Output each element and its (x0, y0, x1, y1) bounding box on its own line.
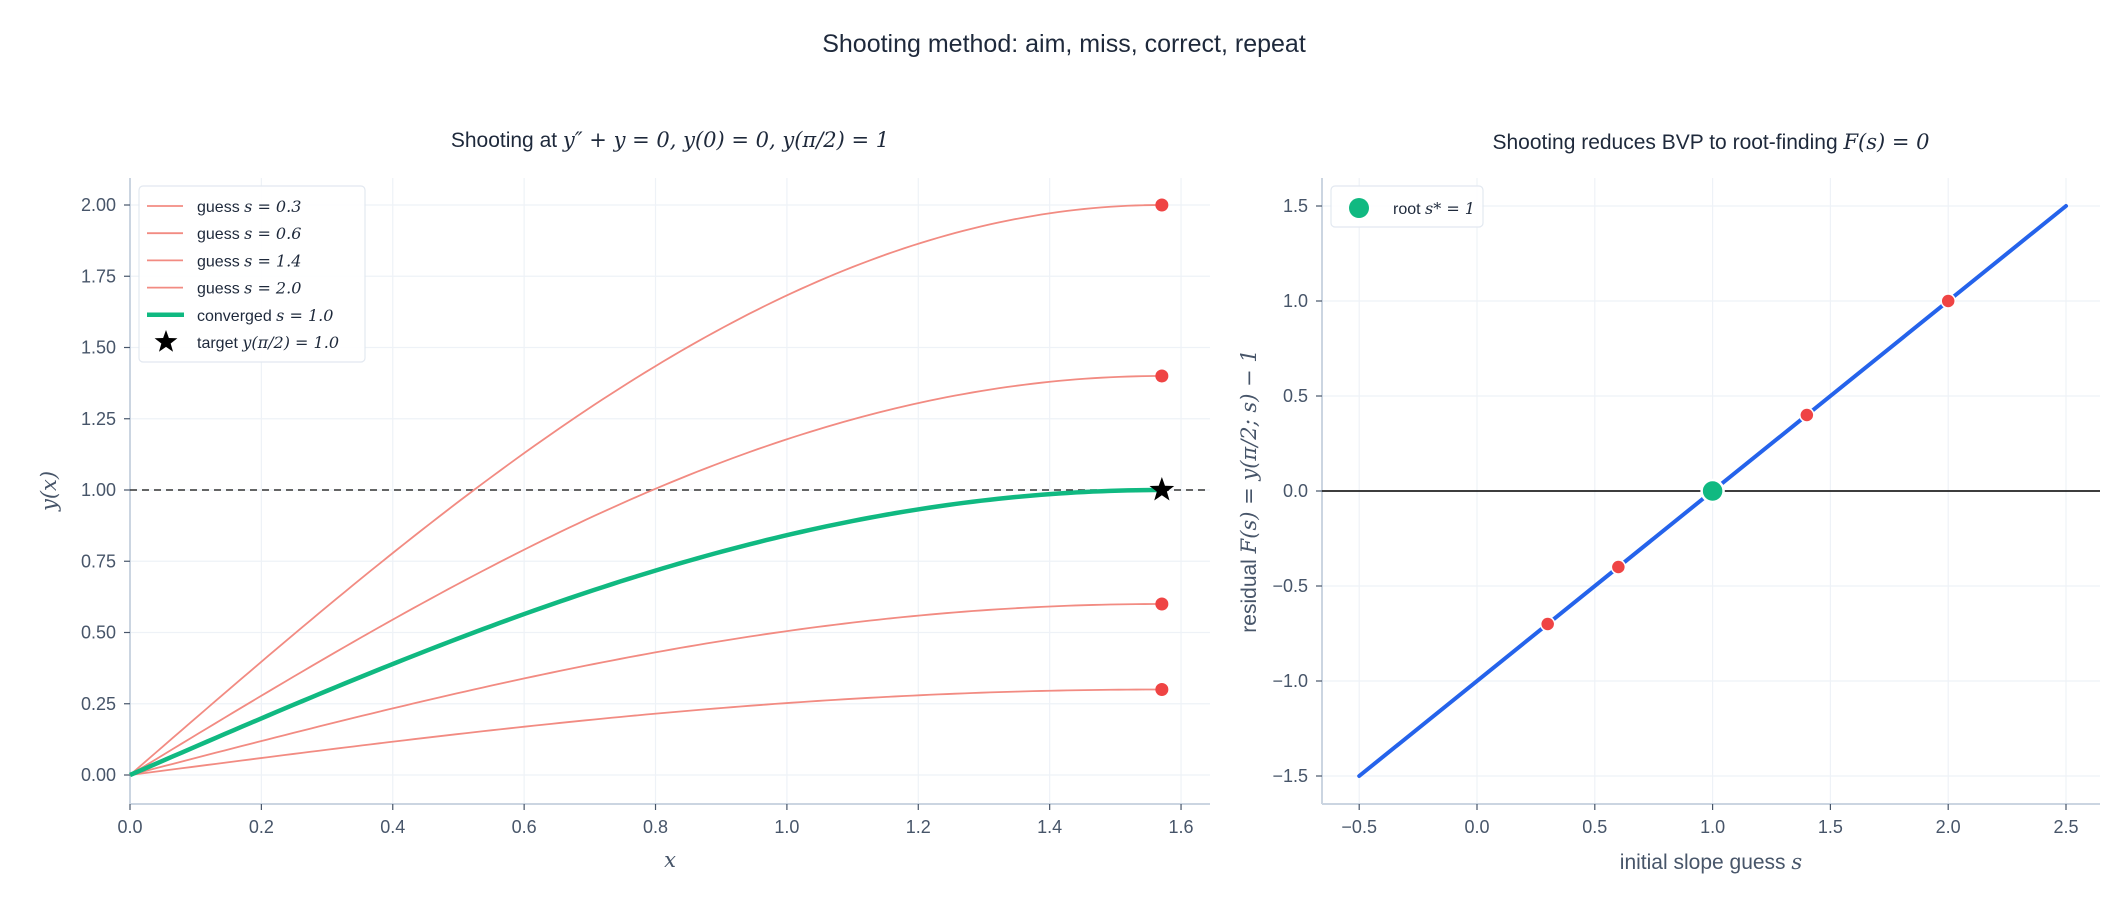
left-x-tick-label: 1.4 (1037, 817, 1062, 837)
residual-guess-marker (1610, 559, 1627, 575)
right-y-axis-label: residual F(s) = y(π/2; s) − 1 (1237, 349, 1261, 632)
left-x-tick-label: 0.4 (380, 817, 405, 837)
guess-curve (129, 204, 1162, 776)
right-plot: −0.5 0.0 0.5 1.0 1.5 2.0 2.5 −1.5 −1.0 −0.5 0.0 0.5… (1237, 130, 2100, 874)
guess-curve (129, 603, 1162, 776)
guess-curve (129, 688, 1162, 776)
right-y-tick-label: 0.0 (1283, 481, 1308, 501)
right-x-tick-label: 0.0 (1464, 817, 1489, 837)
left-x-tick-label: 0.0 (117, 817, 142, 837)
left-x-tick-label: 1.6 (1169, 817, 1194, 837)
left-y-tick-label: 1.50 (81, 338, 116, 358)
legend-item-label: guess s = 2.0 (197, 279, 301, 298)
right-x-tick-label: 1.0 (1700, 817, 1725, 837)
right-x-tick-label: 2.0 (1936, 817, 1961, 837)
left-y-tick-label: 1.25 (81, 409, 116, 429)
residual-guess-marker (1940, 293, 1956, 309)
left-plot-title: Shooting at y″ + y = 0, y(0) = 0, y(π/2)… (451, 128, 889, 152)
left-x-tick-label: 0.2 (249, 817, 274, 837)
guess-curve (129, 375, 1162, 776)
right-y-tick-label: −1.0 (1272, 671, 1308, 691)
guess-endpoint-marker (1155, 198, 1169, 212)
right-y-tick-label: −1.5 (1272, 766, 1308, 786)
residual-guess-marker (1539, 616, 1556, 632)
right-x-tick-label: 0.5 (1582, 817, 1607, 837)
right-x-tick-label: 1.5 (1818, 817, 1843, 837)
guess-endpoint-marker (1155, 369, 1169, 383)
left-x-axis-label: x (664, 848, 676, 872)
left-y-axis-label: y(x) (37, 471, 61, 512)
right-y-tick-label: 1.0 (1283, 291, 1308, 311)
guess-endpoint-marker (1155, 683, 1169, 696)
left-y-tick-label: 0.00 (81, 765, 116, 785)
right-x-axis-label: initial slope guess s (1620, 850, 1803, 874)
right-y-tick-label: 1.5 (1283, 196, 1308, 216)
left-y-tick-label: 2.00 (81, 195, 116, 215)
left-legend: guess s = 0.3 guess s = 0.6 guess s = 1.4 g… (138, 185, 366, 363)
legend-item-label: guess s = 0.6 (197, 224, 301, 243)
root-marker (1700, 478, 1725, 504)
left-y-tick-label: 1.00 (81, 480, 116, 500)
left-y-tick-label: 0.50 (81, 623, 116, 643)
left-y-tick-label: 0.25 (81, 694, 116, 714)
right-x-tick-label: −0.5 (1341, 817, 1377, 837)
legend-root-icon (1349, 198, 1369, 218)
legend-item-label: guess s = 1.4 (197, 251, 301, 270)
converged-curve (129, 487, 1162, 778)
residual-guess-marker (1799, 407, 1815, 423)
left-x-tick-label: 1.2 (906, 817, 931, 837)
legend-star-icon (154, 330, 178, 352)
left-plot: 0.0 0.2 0.4 0.6 0.8 1.0 1.2 1.4 1.6 0.00 0.25 0.50 0… (37, 128, 1210, 872)
right-x-tick-label: 2.5 (2053, 817, 2078, 837)
right-plot-title: Shooting reduces BVP to root-finding F(s… (1492, 130, 1929, 154)
left-y-tick-label: 1.75 (81, 266, 116, 286)
right-legend: root s* = 1 (1330, 185, 1484, 228)
right-y-tick-label: 0.5 (1283, 386, 1308, 406)
legend-item-label: root s* = 1 (1393, 199, 1475, 218)
left-x-tick-label: 0.6 (512, 817, 537, 837)
legend-item-label: target y(π/2) = 1.0 (197, 333, 339, 352)
right-y-tick-label: −0.5 (1272, 576, 1308, 596)
figure-title: Shooting method: aim, miss, correct, rep… (822, 30, 1306, 58)
left-x-tick-label: 1.0 (774, 817, 799, 837)
legend-item-label: guess s = 0.3 (197, 197, 301, 216)
left-y-tick-label: 0.75 (81, 551, 116, 571)
legend-item-label: converged s = 1.0 (197, 306, 333, 325)
target-star-icon (1149, 477, 1175, 501)
guess-endpoint-marker (1155, 597, 1169, 611)
left-x-tick-label: 0.8 (643, 817, 668, 837)
